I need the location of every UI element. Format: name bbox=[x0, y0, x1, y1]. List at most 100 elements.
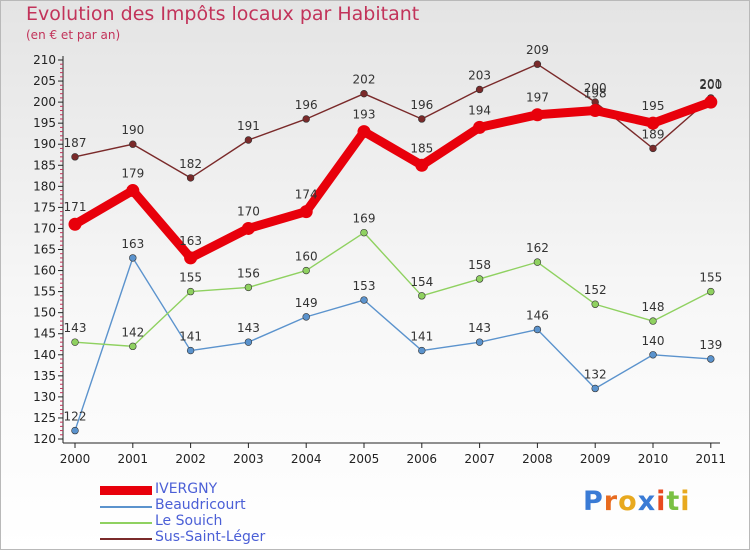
x-tick-label: 2004 bbox=[291, 452, 322, 466]
data-point-ivergny bbox=[415, 158, 429, 172]
data-point-ivergny bbox=[530, 108, 544, 122]
y-tick-label: 145 bbox=[33, 327, 56, 341]
legend-swatch-beaudricourt bbox=[100, 506, 152, 508]
data-point-beaudricourt bbox=[71, 426, 79, 435]
data-label-le-souich: 148 bbox=[642, 300, 665, 314]
data-point-le-souich bbox=[360, 228, 368, 237]
data-point-ivergny bbox=[473, 120, 487, 134]
x-tick-label: 2005 bbox=[349, 452, 380, 466]
data-label-sus-saint-l-ger: 189 bbox=[642, 127, 665, 141]
data-point-le-souich bbox=[244, 283, 253, 292]
data-point-beaudricourt bbox=[707, 355, 715, 363]
data-point-sus-saint-l-ger bbox=[244, 136, 253, 144]
x-tick-label: 2000 bbox=[60, 452, 91, 466]
data-point-le-souich bbox=[649, 317, 657, 325]
data-point-beaudricourt bbox=[244, 338, 253, 346]
y-tick-label: 135 bbox=[33, 369, 56, 383]
data-point-le-souich bbox=[302, 266, 310, 275]
data-point-beaudricourt bbox=[418, 346, 426, 355]
legend-label-beaudricourt: Beaudricourt bbox=[155, 497, 246, 513]
data-point-sus-saint-l-ger bbox=[186, 174, 195, 182]
data-label-beaudricourt: 140 bbox=[642, 334, 665, 348]
data-label-sus-saint-l-ger: 196 bbox=[410, 98, 433, 112]
x-tick-label: 2011 bbox=[696, 452, 727, 466]
data-point-beaudricourt bbox=[186, 346, 195, 355]
data-label-beaudricourt: 153 bbox=[353, 279, 376, 293]
data-point-sus-saint-l-ger bbox=[129, 140, 137, 148]
data-label-le-souich: 158 bbox=[468, 258, 491, 272]
data-point-beaudricourt bbox=[302, 313, 310, 321]
data-label-beaudricourt: 139 bbox=[699, 338, 722, 352]
data-point-sus-saint-l-ger bbox=[533, 60, 542, 68]
data-point-sus-saint-l-ger bbox=[71, 153, 79, 161]
y-tick-label: 150 bbox=[33, 306, 56, 320]
data-point-le-souich bbox=[533, 258, 542, 266]
x-tick-label: 2003 bbox=[233, 452, 264, 466]
data-point-le-souich bbox=[186, 287, 195, 296]
series-line-ivergny bbox=[70, 97, 716, 263]
data-label-le-souich: 162 bbox=[526, 241, 549, 255]
data-label-ivergny: 174 bbox=[295, 188, 318, 202]
legend-swatch-sus-saint-leger bbox=[100, 538, 152, 540]
data-label-le-souich: 155 bbox=[699, 271, 722, 285]
data-label-beaudricourt: 149 bbox=[295, 296, 318, 310]
legend-label-le-souich: Le Souich bbox=[155, 513, 223, 529]
y-tick-label: 180 bbox=[33, 179, 56, 193]
data-label-le-souich: 169 bbox=[353, 212, 376, 226]
legend-swatch-ivergny bbox=[100, 486, 152, 495]
series-line-sus-saint-l-ger bbox=[74, 63, 712, 179]
data-label-sus-saint-l-ger: 202 bbox=[353, 73, 376, 87]
data-label-sus-saint-l-ger: 190 bbox=[121, 123, 144, 137]
data-label-ivergny: 171 bbox=[64, 200, 87, 214]
data-label-ivergny: 163 bbox=[179, 234, 202, 248]
y-tick-label: 130 bbox=[33, 390, 56, 404]
data-point-ivergny bbox=[68, 217, 82, 231]
data-label-ivergny: 197 bbox=[526, 91, 549, 105]
x-tick-label: 2007 bbox=[464, 452, 495, 466]
data-label-le-souich: 156 bbox=[237, 266, 260, 280]
data-label-beaudricourt: 143 bbox=[468, 321, 491, 335]
proxiti-logo: Proxiti bbox=[583, 486, 691, 517]
data-label-beaudricourt: 141 bbox=[410, 330, 433, 344]
data-label-ivergny: 179 bbox=[121, 167, 144, 181]
y-tick-label: 185 bbox=[33, 158, 56, 172]
data-point-ivergny bbox=[184, 251, 198, 265]
y-tick-label: 190 bbox=[33, 137, 56, 151]
data-point-ivergny bbox=[588, 104, 602, 118]
data-label-sus-saint-l-ger: 182 bbox=[179, 157, 202, 171]
data-label-le-souich: 152 bbox=[584, 283, 607, 297]
data-point-le-souich bbox=[591, 300, 599, 308]
y-tick-label: 200 bbox=[33, 95, 56, 109]
x-tick-label: 2010 bbox=[638, 452, 669, 466]
data-point-le-souich bbox=[707, 287, 715, 296]
data-point-ivergny bbox=[704, 95, 718, 109]
data-label-sus-saint-l-ger: 191 bbox=[237, 119, 260, 133]
y-tick-label: 125 bbox=[33, 411, 56, 425]
chart-subtitle: (en € et par an) bbox=[26, 28, 121, 42]
series-line-beaudricourt bbox=[74, 257, 712, 432]
data-point-beaudricourt bbox=[591, 384, 599, 393]
data-point-sus-saint-l-ger bbox=[649, 144, 657, 153]
data-label-beaudricourt: 122 bbox=[64, 410, 87, 424]
y-tick-label: 170 bbox=[33, 221, 56, 235]
data-label-ivergny: 193 bbox=[353, 108, 376, 122]
data-point-le-souich bbox=[71, 338, 79, 346]
data-label-sus-saint-l-ger: 209 bbox=[526, 43, 549, 57]
y-tick-label: 210 bbox=[33, 53, 56, 67]
data-label-ivergny: 185 bbox=[410, 141, 433, 155]
x-tick-label: 2008 bbox=[522, 452, 553, 466]
y-tick-label: 205 bbox=[33, 74, 56, 88]
x-tick-label: 2009 bbox=[580, 452, 611, 466]
data-point-le-souich bbox=[418, 292, 426, 300]
data-label-sus-saint-l-ger: 187 bbox=[64, 136, 87, 150]
data-label-beaudricourt: 132 bbox=[584, 367, 607, 381]
data-label-ivergny: 194 bbox=[468, 103, 491, 117]
data-label-beaudricourt: 141 bbox=[179, 330, 202, 344]
legend-label-sus-saint-leger: Sus-Saint-Léger bbox=[155, 529, 266, 545]
y-tick-label: 120 bbox=[33, 432, 56, 446]
data-point-beaudricourt bbox=[360, 296, 368, 304]
data-point-ivergny bbox=[241, 221, 255, 235]
legend-label-ivergny: IVERGNY bbox=[155, 481, 218, 497]
